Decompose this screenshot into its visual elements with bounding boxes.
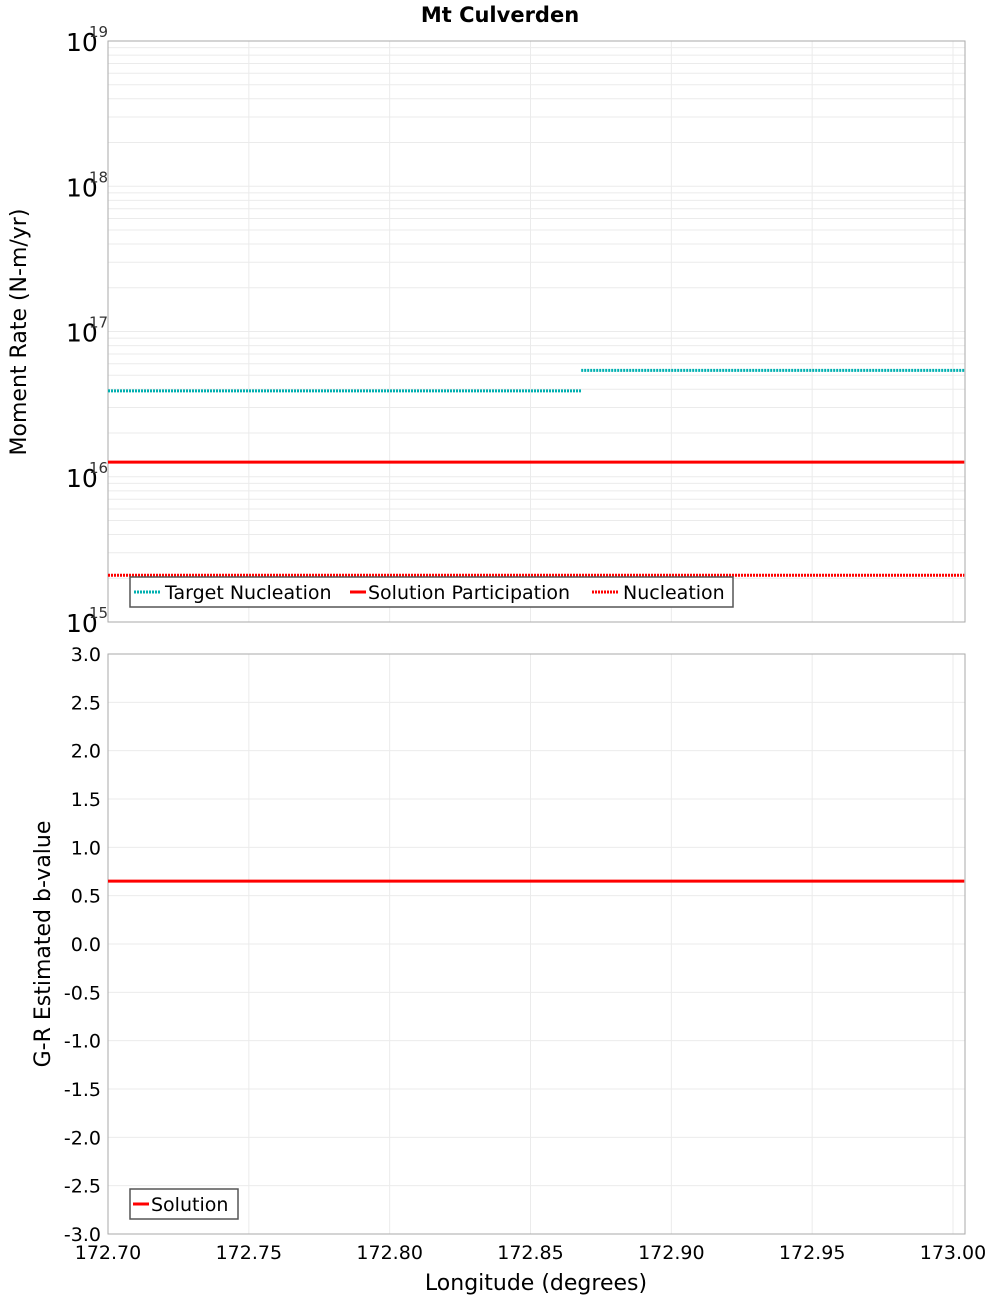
y-tick-label: -2.5 <box>64 1176 101 1198</box>
y-tick-label: 2.0 <box>71 741 101 763</box>
chart-title: Mt Culverden <box>421 3 579 27</box>
x-tick-label: 173.00 <box>920 1242 986 1264</box>
x-tick-label: 172.70 <box>75 1242 141 1264</box>
y-tick-label: 3.0 <box>71 644 101 666</box>
y-tick-label: 10 <box>66 464 98 493</box>
y-tick-exponent: 18 <box>89 168 108 186</box>
y-tick-exponent: 16 <box>89 459 108 477</box>
x-tick-label: 172.85 <box>497 1242 563 1264</box>
y-tick-label: 1.0 <box>71 837 101 859</box>
bottom-y-tick-labels: 3.0 2.5 2.0 1.5 1.0 0.5 0.0 -0.5 -1.0 -1.5 -2.0 -2.… <box>64 644 101 1246</box>
top-plot-frame <box>107 40 966 623</box>
bottom-legend: Solution <box>129 1188 239 1220</box>
y-tick-label: -1.5 <box>64 1079 101 1101</box>
y-tick-exponent: 17 <box>89 314 108 332</box>
y-tick-label: -0.5 <box>64 982 101 1004</box>
y-tick-label: -3.0 <box>64 1224 101 1246</box>
top-plot-series <box>108 368 965 577</box>
top-y-axis-label: Moment Rate (N-m/yr) <box>7 209 32 456</box>
y-tick-label: 10 <box>66 319 98 348</box>
legend-solution: Solution <box>151 1194 228 1216</box>
y-tick-exponent: 19 <box>89 23 108 41</box>
y-tick-label: -2.0 <box>64 1127 101 1149</box>
x-tick-labels: 172.70 172.75 172.80 172.85 172.90 172.95 173.… <box>75 1242 986 1264</box>
x-tick-label: 172.75 <box>216 1242 282 1264</box>
x-tick-label: 172.90 <box>638 1242 704 1264</box>
y-tick-label: -1.0 <box>64 1031 101 1053</box>
y-tick-label: 10 <box>66 173 98 202</box>
x-axis-label: Longitude (degrees) <box>425 1271 647 1296</box>
bottom-y-axis-label: G-R Estimated b-value <box>31 821 56 1068</box>
y-tick-label: 10 <box>66 609 98 638</box>
top-plot-grid <box>107 41 965 623</box>
y-tick-exponent: 15 <box>89 604 108 622</box>
x-tick-label: 172.95 <box>779 1242 845 1264</box>
legend-target-nucleation: Target Nucleation <box>164 582 332 604</box>
y-tick-label: 0.0 <box>71 934 101 956</box>
top-legend: Target Nucleation Solution Participation… <box>129 576 734 608</box>
y-tick-label: 2.5 <box>71 692 101 714</box>
legend-nucleation: Nucleation <box>623 582 725 604</box>
x-tick-label: 172.80 <box>356 1242 422 1264</box>
y-tick-label: 0.5 <box>71 886 101 908</box>
y-tick-label: 10 <box>66 28 98 57</box>
bottom-plot-frame <box>107 653 966 1235</box>
bottom-plot-grid <box>107 653 965 1235</box>
legend-solution-participation: Solution Participation <box>368 582 570 604</box>
y-tick-label: 1.5 <box>71 789 101 811</box>
